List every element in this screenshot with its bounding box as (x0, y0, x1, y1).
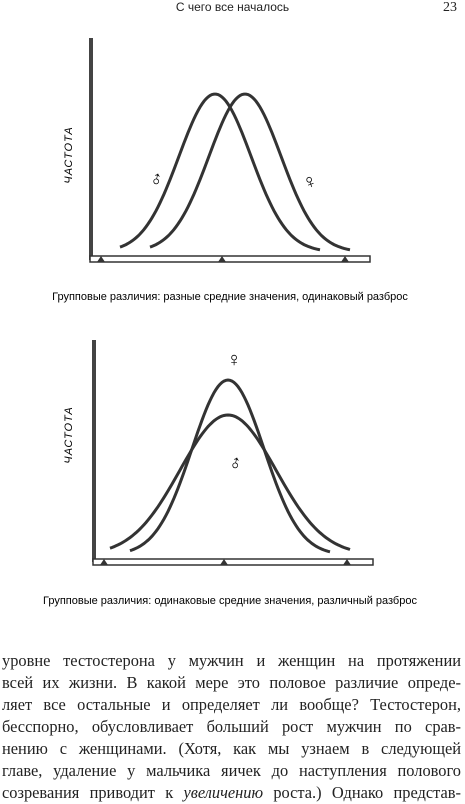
text-line: уровне тестостерона у мужчин и женщин на… (2, 651, 461, 670)
male-symbol: ♂ (224, 451, 248, 478)
caption: Групповые различия: одинаковые средние з… (43, 595, 417, 607)
axis-ticks (100, 559, 351, 565)
text-line: нению с женщинами. (Хотя, как мы узнаем … (2, 739, 461, 758)
distribution-curve (109, 413, 351, 551)
y-axis (92, 340, 96, 562)
text-line: главе, удаление у мальчика яичек до наст… (2, 761, 461, 780)
y-label: ЧАСТОТА (63, 126, 75, 183)
text-line: созревания приводит к увеличению роста.)… (2, 782, 461, 804)
figures: ЧАСТОТА ♂ ♀ Групповые различия: разные с… (43, 38, 417, 607)
y-label: ЧАСТОТА (63, 406, 75, 463)
x-axis (92, 558, 374, 566)
distribution-curve (149, 92, 351, 252)
x-axis (89, 255, 371, 263)
text-line: всей их жизни. В какой мере это половое … (2, 673, 461, 692)
female-symbol: ♀ (299, 169, 321, 195)
page-number: 23 (443, 0, 457, 15)
y-axis (89, 38, 93, 260)
distribution-curve (129, 378, 331, 554)
distribution-curve (119, 92, 321, 252)
running-header: С чего все началось (175, 0, 290, 14)
text-span: роста.) Однако представ- (263, 783, 461, 802)
caption: Групповые различия: разные средние значе… (52, 291, 408, 303)
axis-ticks (97, 256, 349, 262)
text-line: бесспорно, обусловливает больший рост му… (2, 717, 461, 736)
text-span: созревания приводит к (2, 783, 184, 802)
female-symbol: ♀ (227, 349, 242, 371)
emphasis: увеличению (183, 783, 264, 802)
text-line: ляет все остальные и определяет ли вообщ… (2, 695, 461, 714)
